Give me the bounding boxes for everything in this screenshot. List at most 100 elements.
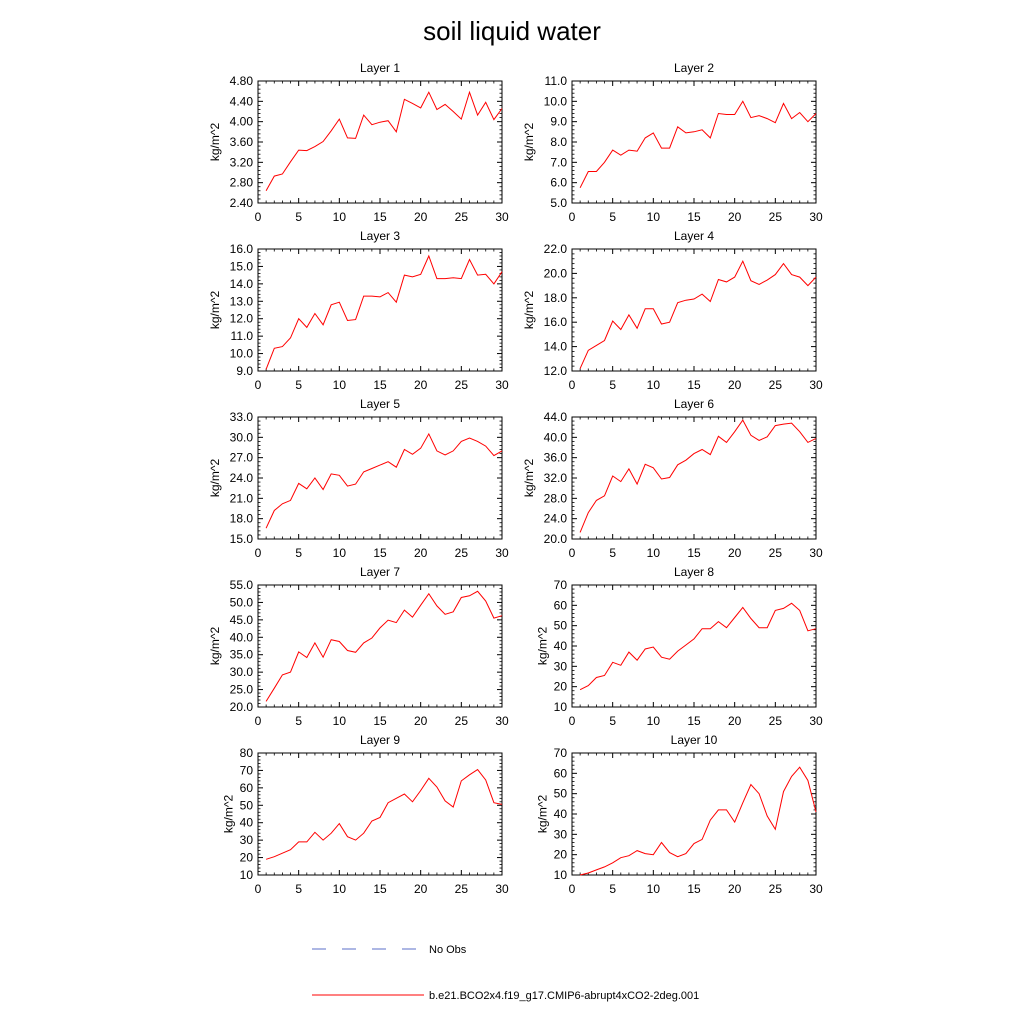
y-tick-label: 20.0 [230,700,254,714]
y-tick-label: 50 [240,798,254,812]
x-tick-label: 25 [769,546,783,560]
panel-grid: Layer 10 5 10 15 20 25 302.402.803.203.604.004… [208,61,823,896]
y-tick-label: 3.20 [230,155,254,169]
panel-layer-9: Layer 9 0 5 10 15 20 25 30 10 20 30 40 50 60 70 80 kg/m^… [222,733,509,896]
series-line [265,254,503,370]
y-tick-label: 30 [240,833,254,847]
y-tick-label: 20 [240,851,254,865]
series-line [579,260,817,369]
x-tick-label: 25 [455,546,469,560]
panel-layer-4: Layer 4 0 5 10 15 20 25 30 12.0 14.0 16.0 18.0 20.0 2… [522,229,823,392]
x-tick-label: 5 [295,210,302,224]
y-tick-label: 14.0 [544,340,568,354]
x-tick-label: 5 [609,714,616,728]
main-title: soil liquid water [423,16,601,46]
y-tick-label: 32.0 [544,471,568,485]
x-tick-label: 30 [495,210,509,224]
y-tick-label: 36.0 [544,451,568,465]
panel-layer-7: Layer 7 0 5 10 15 20 25 30 20.0 25.0 30.0 35.0 40.0 4… [208,565,509,728]
y-tick-label: 60 [554,766,568,780]
x-tick-label: 20 [414,882,428,896]
y-tick-label: 18.0 [544,291,568,305]
y-tick-label: 18.0 [230,512,254,526]
x-tick-label: 15 [373,210,387,224]
x-tick-label: 10 [333,882,347,896]
y-tick-label: 70 [554,746,568,760]
x-tick-label: 20 [414,378,428,392]
x-tick-label: 10 [647,714,661,728]
panel-layer-8: Layer 8 0 5 10 15 20 25 30 10 20 30 40 50 60 70 kg/m^2 [536,565,823,728]
x-tick-label: 5 [295,714,302,728]
x-tick-label: 25 [455,378,469,392]
plot-frame [257,752,503,876]
y-tick-label: 10 [554,868,568,882]
x-tick-label: 0 [255,546,262,560]
y-tick-label: 40 [240,816,254,830]
y-axis-label: kg/m^2 [222,795,236,834]
plot-frame [257,416,503,540]
x-tick-label: 30 [495,714,509,728]
y-tick-label: 16.0 [544,315,568,329]
series-line [265,768,503,860]
x-tick-label: 10 [333,378,347,392]
plot-frame [257,80,503,204]
y-tick-label: 3.60 [230,135,254,149]
x-tick-label: 5 [609,378,616,392]
x-tick-label: 30 [495,378,509,392]
y-tick-label: 60 [554,598,568,612]
x-tick-label: 20 [728,882,742,896]
panel-title: Layer 4 [674,229,714,243]
panel-title: Layer 8 [674,565,714,579]
y-tick-label: 12.0 [230,312,254,326]
y-tick-label: 20.0 [544,266,568,280]
y-tick-label: 30 [554,659,568,673]
x-tick-label: 15 [687,210,701,224]
y-tick-label: 8.0 [550,135,567,149]
x-tick-label: 5 [295,882,302,896]
y-tick-label: 25.0 [230,683,254,697]
x-tick-label: 15 [373,882,387,896]
y-axis-label: kg/m^2 [522,123,536,162]
y-tick-label: 12.0 [544,364,568,378]
x-tick-label: 15 [687,378,701,392]
x-tick-label: 25 [769,882,783,896]
y-tick-label: 40 [554,807,568,821]
x-tick-label: 15 [373,546,387,560]
x-tick-label: 25 [769,210,783,224]
x-tick-label: 25 [455,714,469,728]
panel-title: Layer 10 [671,733,718,747]
x-tick-label: 20 [414,210,428,224]
series-line [265,90,503,192]
x-tick-label: 20 [414,546,428,560]
x-tick-label: 5 [609,210,616,224]
y-tick-label: 2.40 [230,196,254,210]
x-tick-label: 0 [255,882,262,896]
x-tick-label: 10 [647,210,661,224]
y-tick-label: 24.0 [544,512,568,526]
y-tick-label: 33.0 [230,410,254,424]
x-tick-label: 5 [295,546,302,560]
x-tick-label: 25 [769,378,783,392]
x-tick-label: 0 [255,378,262,392]
y-tick-label: 20 [554,680,568,694]
x-tick-label: 5 [609,546,616,560]
legend-obs-label: No Obs [429,944,467,956]
y-tick-label: 60 [240,781,254,795]
plot-frame [571,416,817,540]
legend: No Obs b.e21.BCO2x4.f19_g17.CMIP6-abrupt… [312,944,699,1002]
y-tick-label: 4.00 [230,115,254,129]
y-tick-label: 50 [554,787,568,801]
panel-title: Layer 3 [360,229,400,243]
y-axis-label: kg/m^2 [522,459,536,498]
y-tick-label: 11.0 [231,329,254,343]
x-tick-label: 30 [809,210,823,224]
y-tick-label: 22.0 [544,242,568,256]
y-tick-label: 10 [240,868,254,882]
y-tick-label: 30.0 [230,430,254,444]
y-tick-label: 27.0 [230,451,254,465]
panel-title: Layer 9 [360,733,400,747]
y-tick-label: 9.0 [550,115,567,129]
x-tick-label: 0 [569,714,576,728]
y-axis-label: kg/m^2 [536,795,550,834]
y-tick-label: 10.0 [544,94,568,108]
